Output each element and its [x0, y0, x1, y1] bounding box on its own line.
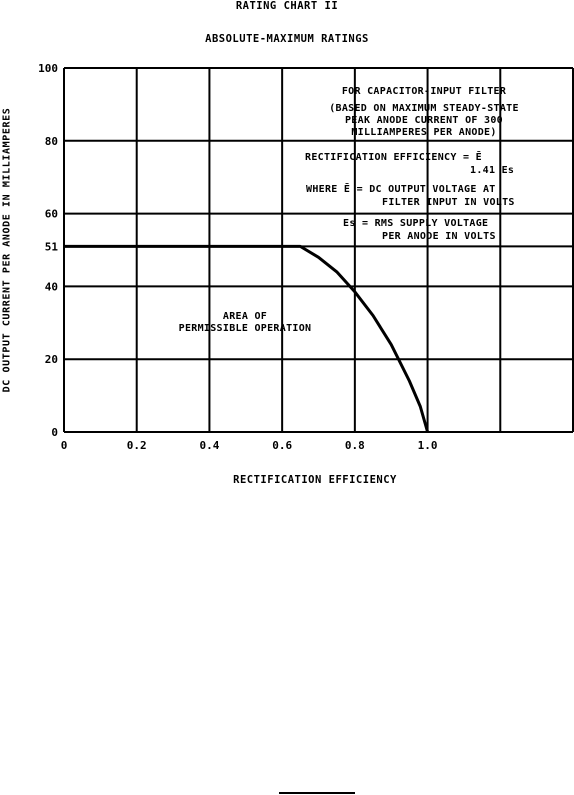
- based-line-1: (BASED ON MAXIMUM STEADY-STATE: [329, 103, 519, 114]
- x-tick-label-4: 0.8: [345, 439, 365, 452]
- area-annotation-line2: PERMISSIBLE OPERATION: [178, 323, 312, 334]
- x-tick-label-0: 0: [61, 439, 68, 452]
- y-tick-label-3: 51: [45, 240, 59, 253]
- based-line-2: PEAK ANODE CURRENT OF 300: [344, 115, 503, 126]
- x-axis-label: RECTIFICATION EFFICIENCY: [233, 474, 397, 486]
- based-line-3: MILLIAMPERES PER ANODE): [351, 127, 497, 138]
- y-tick-label-2: 40: [45, 280, 58, 293]
- series-line-0: [64, 244, 430, 433]
- y-tick-label-1: 20: [45, 353, 58, 366]
- y-tick-label-6: 100: [38, 62, 58, 75]
- where-line-2: FILTER INPUT IN VOLTS: [382, 197, 515, 208]
- x-tick-label-1: 0.2: [127, 439, 147, 452]
- area-annotation-line1: AREA OF: [222, 311, 268, 322]
- x-tick-label-2: 0.4: [199, 439, 219, 452]
- y-tick-label-0: 0: [51, 426, 58, 439]
- chart-subtitle: ABSOLUTE-MAXIMUM RATINGS: [205, 33, 369, 45]
- chart-plot: 0 0.2 0.4 0.6 0.8 1.0 0 20 40 51 60 80 100: [38, 62, 574, 452]
- y-axis-label: DC OUTPUT CURRENT PER ANODE IN MILLIAMPE…: [1, 107, 13, 393]
- x-tick-label-3: 0.6: [272, 439, 292, 452]
- where-line-1: WHERE Ē = DC OUTPUT VOLTAGE AT: [306, 184, 496, 195]
- y-tick-label-5: 80: [45, 135, 58, 148]
- es-line-1: Es = RMS SUPPLY VOLTAGE: [343, 218, 489, 229]
- es-line-2: PER ANODE IN VOLTS: [382, 231, 496, 242]
- y-tick-label-4: 60: [45, 208, 58, 221]
- efficiency-denominator: 1.41 Es: [470, 165, 515, 176]
- page-rule: [279, 792, 355, 794]
- chart-title: RATING CHART II: [235, 0, 339, 12]
- x-tick-label-5: 1.0: [418, 439, 438, 452]
- efficiency-formula: RECTIFICATION EFFICIENCY = Ē: [305, 152, 482, 163]
- filter-title: FOR CAPACITOR-INPUT FILTER: [341, 86, 507, 97]
